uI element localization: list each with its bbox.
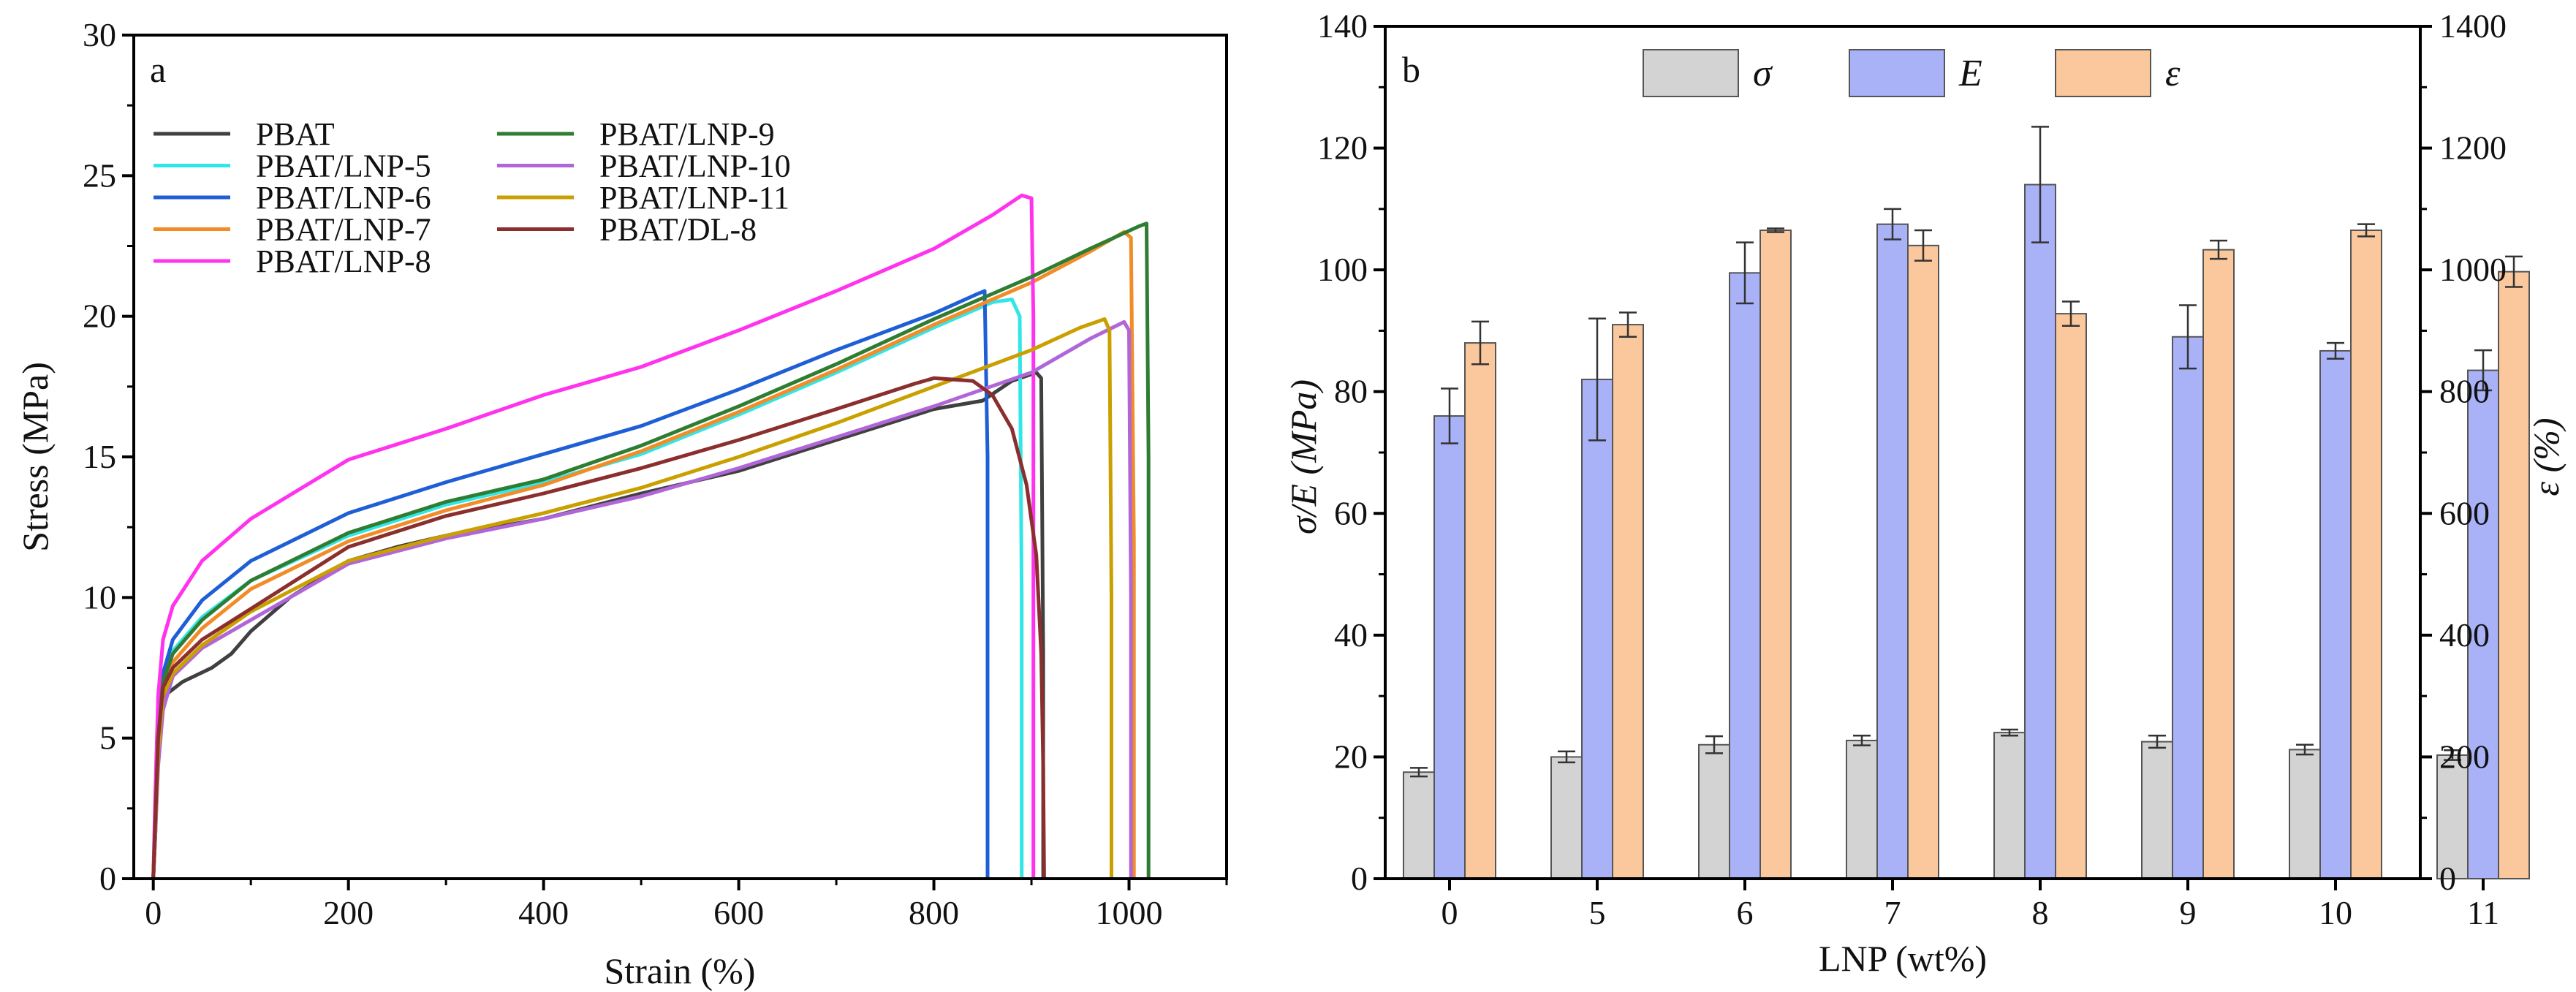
- series-line-2: [151, 289, 990, 879]
- left-tick-label: 60: [1334, 494, 1368, 531]
- bar: [1550, 756, 1583, 880]
- bar: [1581, 379, 1613, 879]
- legend-label: ε: [2165, 53, 2181, 94]
- legend-label: σ: [1753, 53, 1773, 94]
- panel-b-label: b: [1402, 49, 1420, 90]
- legend-label: PBAT/LNP-10: [599, 148, 791, 184]
- bar: [1403, 771, 1435, 879]
- series-line-8: [151, 376, 1046, 879]
- x-tick-label: 400: [518, 894, 569, 931]
- series-line-5: [151, 222, 1151, 879]
- left-tick-label: 140: [1317, 7, 1368, 45]
- bar: [2350, 230, 2382, 879]
- legend-label: PBAT/LNP-7: [256, 212, 431, 248]
- right-tick-label: 0: [2439, 860, 2456, 897]
- right-tick-label: 200: [2439, 738, 2490, 775]
- bar: [2202, 249, 2235, 879]
- series-line-4: [151, 193, 1036, 879]
- bar: [1698, 743, 1730, 879]
- legend-label: PBAT/LNP-5: [256, 148, 431, 184]
- left-tick-label: 20: [1334, 738, 1368, 775]
- x-tick-label: 800: [909, 894, 959, 931]
- y-tick-label: 20: [83, 298, 116, 335]
- bar: [1907, 244, 1939, 880]
- x-category-label: 11: [2467, 894, 2499, 931]
- panel-a-y-axis-label: Stress (MPa): [15, 362, 56, 552]
- bar: [1464, 342, 1496, 880]
- y-tick-label: 25: [83, 156, 116, 194]
- bar: [1876, 223, 1909, 879]
- x-category-label: 9: [2180, 894, 2197, 931]
- x-tick-label: 600: [713, 894, 764, 931]
- mechanical-properties-bar-chart: 0567891011DL-802040608010012014002004006…: [1283, 7, 2566, 979]
- right-tick-label: 1000: [2439, 251, 2507, 288]
- right-tick-label: 1200: [2439, 129, 2507, 167]
- bar: [1612, 324, 1644, 880]
- legend-label: PBAT/LNP-9: [599, 116, 775, 152]
- panel-b-left-axis-label: σ/E (MPa): [1283, 379, 1324, 534]
- left-tick-label: 80: [1334, 373, 1368, 410]
- panel-b-x-axis-label: LNP (wt%): [1819, 938, 1987, 979]
- x-category-label: 7: [1884, 894, 1901, 931]
- left-tick-label: 100: [1317, 251, 1368, 288]
- bar: [1729, 272, 1761, 879]
- y-tick-label: 10: [83, 578, 116, 616]
- series-line-6: [151, 319, 1133, 879]
- y-tick-label: 15: [83, 438, 116, 475]
- left-tick-label: 0: [1351, 860, 1368, 897]
- x-tick-label: 1000: [1096, 894, 1163, 931]
- x-category-label: 5: [1589, 894, 1606, 931]
- legend-label: PBAT: [256, 116, 335, 152]
- panel-a-x-axis-label: Strain (%): [605, 950, 756, 991]
- left-tick-label: 120: [1317, 129, 1368, 167]
- y-tick-label: 0: [99, 860, 116, 897]
- legend-label: PBAT/LNP-6: [256, 180, 431, 216]
- bar: [2141, 741, 2173, 879]
- x-category-label: 8: [2032, 894, 2049, 931]
- right-tick-label: 1400: [2439, 7, 2507, 45]
- legend-label: PBAT/LNP-8: [256, 243, 431, 279]
- legend-swatch: [1643, 49, 1739, 97]
- x-tick-label: 0: [145, 894, 162, 931]
- legend-swatch: [1849, 49, 1945, 97]
- right-tick-label: 800: [2439, 373, 2490, 410]
- bar: [2319, 349, 2352, 880]
- left-tick-label: 40: [1334, 616, 1368, 654]
- bar: [2055, 313, 2087, 879]
- bar: [1993, 732, 2026, 879]
- bar: [2498, 270, 2530, 879]
- bar: [1433, 415, 1466, 879]
- series-line-7: [151, 317, 1113, 879]
- panel-b-right-axis-label: ε (%): [2526, 417, 2566, 496]
- right-tick-label: 400: [2439, 616, 2490, 654]
- y-tick-label: 30: [83, 16, 116, 53]
- x-category-label: 10: [2319, 894, 2352, 931]
- bar: [1846, 739, 1878, 879]
- panel-a-label: a: [150, 49, 166, 90]
- legend-label: PBAT/LNP-11: [599, 180, 789, 216]
- bar: [2289, 749, 2321, 880]
- series-line-0: [151, 371, 1045, 879]
- y-tick-label: 5: [99, 719, 116, 757]
- legend-swatch: [2055, 49, 2151, 97]
- legend-label: E: [1958, 53, 1982, 94]
- legend-label: PBAT/DL-8: [599, 212, 757, 248]
- x-category-label: 0: [1442, 894, 1458, 931]
- bar: [2172, 336, 2204, 879]
- bar: [1759, 230, 1792, 879]
- right-tick-label: 600: [2439, 494, 2490, 531]
- bar: [2024, 183, 2056, 880]
- x-tick-label: 200: [323, 894, 374, 931]
- x-category-label: 6: [1737, 894, 1754, 931]
